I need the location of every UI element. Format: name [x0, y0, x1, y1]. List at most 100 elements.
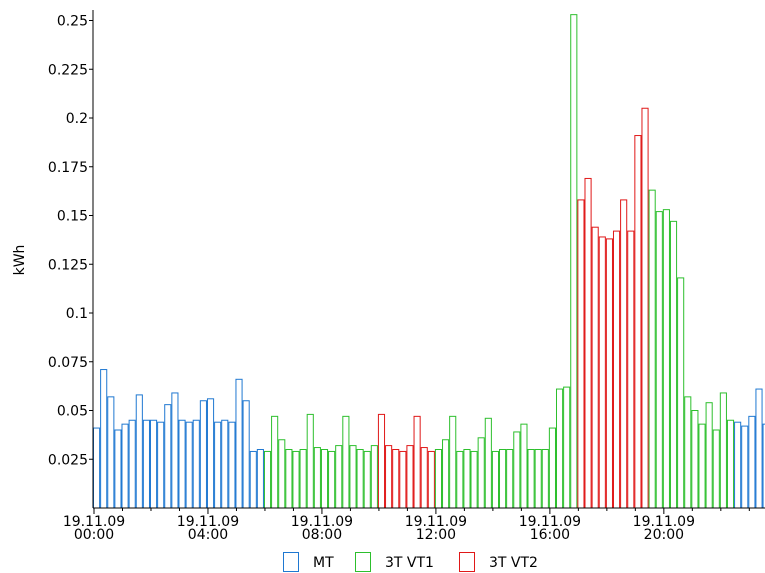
x-tick-date-0: 19.11.09 — [63, 514, 125, 530]
bar-40 — [377, 413, 386, 509]
bar-78 — [648, 189, 656, 509]
legend-label-2: 3T VT2 — [489, 555, 538, 571]
bar-74 — [620, 199, 628, 509]
legend-swatch-0 — [283, 552, 299, 572]
bar-7 — [142, 419, 150, 509]
bar-73 — [612, 230, 621, 509]
bar-25 — [271, 415, 279, 509]
bar-69 — [584, 177, 592, 509]
bar-86 — [705, 402, 713, 509]
y-tick-label-1: 0.05 — [57, 404, 88, 420]
bar-60 — [520, 423, 528, 509]
bar-53 — [470, 450, 478, 509]
bar-93 — [755, 388, 763, 509]
bar-17 — [214, 421, 222, 509]
bar-21 — [242, 400, 250, 509]
bar-63 — [541, 449, 549, 509]
bar-83 — [684, 396, 692, 509]
x-tick-date-3: 19.11.09 — [405, 514, 467, 530]
y-tick-label-9: 0.25 — [57, 14, 88, 30]
bar-19 — [228, 421, 236, 509]
bar-2 — [107, 396, 115, 509]
bar-44 — [406, 445, 414, 509]
bar-5 — [128, 419, 136, 509]
x-tick-time-1: 04:00 — [188, 527, 228, 543]
bar-31 — [313, 447, 321, 509]
bar-27 — [285, 449, 293, 509]
bar-87 — [712, 429, 720, 509]
bar-23 — [256, 449, 264, 509]
bar-16 — [206, 398, 215, 509]
bar-48 — [434, 449, 443, 509]
y-tick-label-8: 0.225 — [48, 62, 88, 78]
bar-20 — [235, 378, 243, 509]
bar-37 — [356, 449, 364, 509]
bar-3 — [114, 429, 122, 509]
bar-28 — [292, 450, 300, 509]
y-tick-label-2: 0.075 — [48, 355, 88, 371]
bar-12 — [178, 419, 186, 509]
bar-4 — [121, 423, 129, 509]
bar-14 — [192, 419, 200, 509]
bar-49 — [442, 439, 450, 509]
bars-group — [93, 14, 765, 509]
x-tick-date-1: 19.11.09 — [177, 514, 239, 530]
bar-77 — [641, 107, 649, 509]
y-ticks-group: 0.025 0.05 0.075 0.1 0.125 0.15 0.175 0.2 0.225 0… — [48, 14, 93, 468]
bar-42 — [392, 449, 400, 509]
x-tick-date-5: 19.11.09 — [633, 514, 695, 530]
bar-34 — [335, 445, 343, 509]
x-tick-time-5: 20:00 — [644, 527, 684, 543]
bar-94 — [762, 423, 765, 509]
x-tick-time-2: 08:00 — [302, 527, 342, 543]
legend-label-0: MT — [313, 555, 334, 571]
bar-58 — [506, 449, 514, 509]
bar-51 — [456, 450, 464, 509]
bar-36 — [349, 445, 357, 509]
bar-26 — [278, 439, 286, 509]
x-tick-time-0: 00:00 — [74, 527, 114, 543]
x-tick-time-3: 12:00 — [416, 527, 456, 543]
bar-55 — [484, 417, 492, 509]
bar-88 — [719, 392, 727, 509]
bar-29 — [299, 449, 307, 509]
bar-71 — [598, 236, 606, 509]
bar-67 — [570, 14, 578, 509]
bar-76 — [634, 135, 642, 509]
bar-38 — [363, 450, 371, 509]
legend-swatch-1 — [355, 552, 371, 572]
bar-65 — [556, 388, 564, 509]
legend: MT 3T VT1 3T VT2 — [283, 552, 538, 572]
bar-59 — [513, 431, 521, 509]
y-axis-title: kWh — [12, 245, 28, 276]
bar-43 — [399, 450, 407, 509]
legend-swatch-2 — [459, 552, 475, 572]
x-tick-time-4: 16:00 — [530, 527, 570, 543]
y-tick-label-3: 0.1 — [66, 306, 88, 322]
x-ticks-group: 19.11.0900:0019.11.0904:0019.11.0908:001… — [63, 508, 750, 543]
bar-61 — [527, 449, 535, 509]
bar-54 — [477, 437, 485, 509]
bar-82 — [677, 277, 685, 509]
bar-81 — [669, 220, 678, 509]
bar-11 — [171, 392, 179, 509]
bar-90 — [734, 421, 742, 509]
bar-66 — [563, 386, 571, 509]
bar-80 — [662, 209, 670, 509]
bar-79 — [655, 211, 663, 509]
bar-0 — [93, 427, 101, 509]
x-tick-date-4: 19.11.09 — [519, 514, 581, 530]
y-tick-label-6: 0.175 — [48, 160, 88, 176]
bar-8 — [149, 419, 158, 509]
bar-72 — [605, 238, 613, 509]
bar-22 — [249, 450, 257, 509]
legend-label-1: 3T VT1 — [385, 555, 434, 571]
bar-70 — [591, 226, 599, 509]
bar-91 — [741, 425, 749, 509]
bar-33 — [328, 450, 336, 509]
bar-62 — [534, 449, 542, 509]
bar-57 — [499, 449, 507, 509]
bar-45 — [413, 415, 421, 509]
bar-24 — [263, 450, 272, 509]
